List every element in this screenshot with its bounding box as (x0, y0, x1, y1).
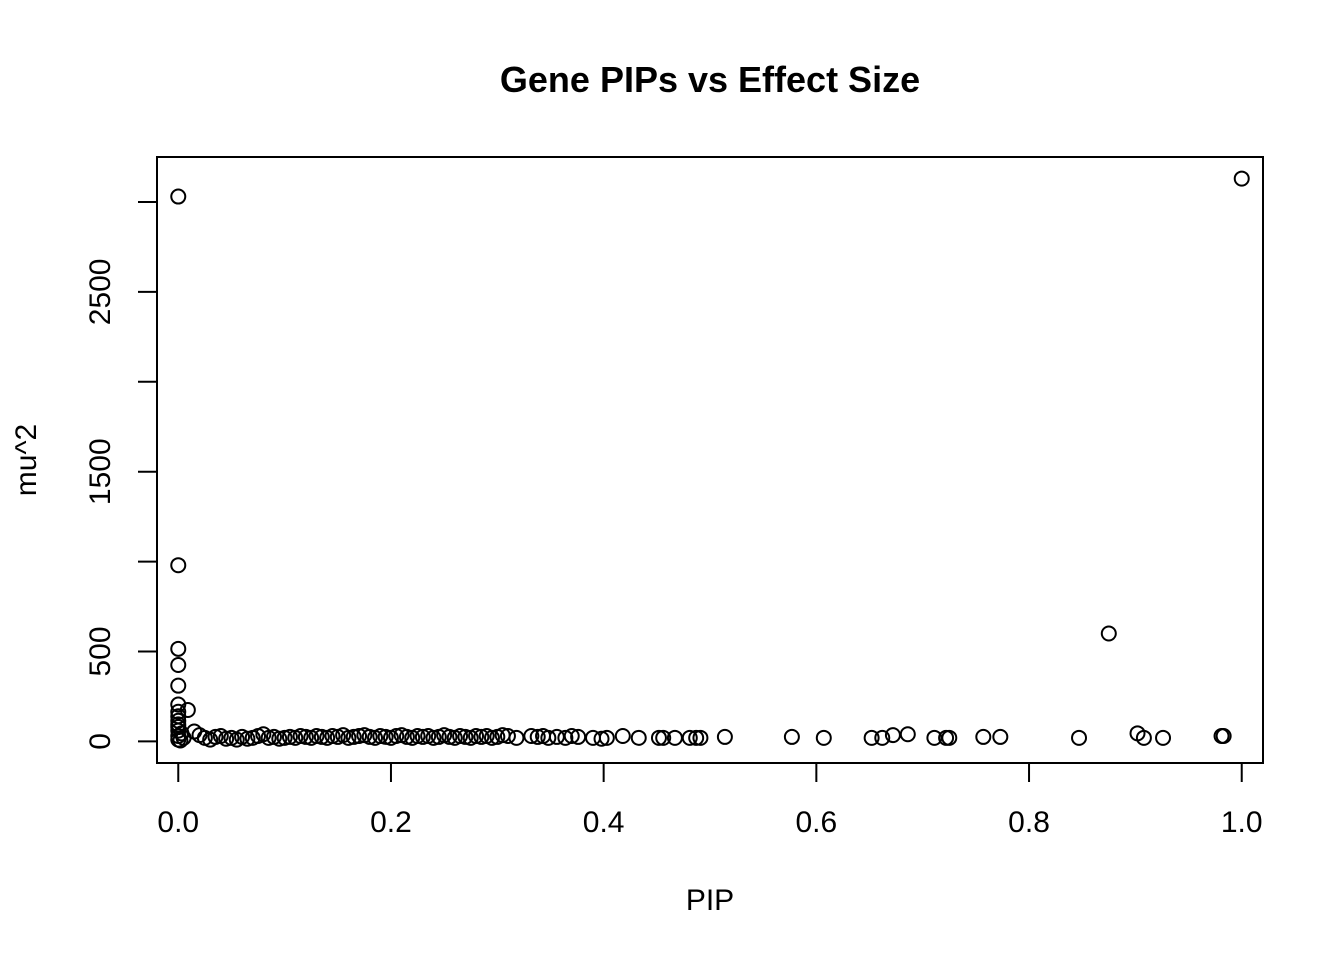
data-point (398, 728, 415, 745)
data-point (614, 728, 631, 745)
data-point (292, 728, 309, 745)
data-point (340, 729, 357, 746)
data-point (499, 728, 516, 745)
data-point (655, 729, 672, 746)
data-point (271, 730, 288, 747)
data-point (523, 728, 540, 745)
y-axis-label: mu^2 (10, 424, 43, 496)
data-point (170, 557, 187, 574)
data-point (598, 729, 615, 746)
y-tick-label: 0 (84, 733, 117, 750)
data-point (276, 729, 293, 746)
data-point (441, 728, 458, 745)
data-point (899, 726, 916, 743)
data-point (281, 728, 298, 745)
data-point (563, 728, 580, 745)
data-point (630, 729, 647, 746)
data-point (1135, 729, 1152, 746)
data-point (783, 728, 800, 745)
data-point (170, 677, 187, 694)
data-point (351, 728, 368, 745)
data-point (529, 728, 546, 745)
data-point (414, 728, 431, 745)
data-point (361, 728, 378, 745)
data-point (508, 729, 525, 746)
y-tick-label: 2500 (84, 258, 117, 325)
y-tick-label: 500 (84, 626, 117, 676)
x-tick-label: 0.6 (795, 806, 837, 839)
data-point (425, 729, 442, 746)
data-point (863, 729, 880, 746)
data-point (172, 732, 189, 749)
data-point (1100, 625, 1117, 642)
data-point (468, 728, 485, 745)
data-point (593, 730, 610, 747)
data-point (170, 188, 187, 205)
data-point (297, 728, 314, 745)
x-axis: 0.0 0.2 0.4 0.6 0.8 1.0 (157, 762, 1263, 839)
data-point (692, 729, 709, 746)
data-point (457, 728, 474, 745)
x-tick-label: 1.0 (1221, 806, 1263, 839)
data-point (483, 729, 500, 746)
data-point (409, 728, 426, 745)
x-tick-label: 0.4 (583, 806, 625, 839)
data-point (170, 696, 187, 713)
data-point (540, 729, 557, 746)
data-point (260, 729, 277, 746)
data-point (815, 729, 832, 746)
data-point (345, 728, 362, 745)
data-point (239, 730, 256, 747)
data-point (313, 728, 330, 745)
y-axis: 0 500 1500 2500 (84, 200, 158, 750)
y-tick-label: 1500 (84, 438, 117, 505)
data-point (992, 728, 1009, 745)
data-point (681, 729, 698, 746)
data-point (170, 640, 187, 657)
data-point (688, 729, 705, 746)
data-point (207, 728, 224, 745)
plot-frame (156, 156, 1264, 764)
x-axis-label: PIP (686, 884, 734, 917)
data-point (170, 703, 187, 720)
data-point (557, 729, 574, 746)
x-tick-label: 0.8 (1008, 806, 1050, 839)
data-points (170, 170, 1250, 749)
data-point (1233, 170, 1250, 187)
chart-title: Gene PIPs vs Effect Size (500, 59, 920, 100)
data-point (372, 728, 389, 745)
data-point (1155, 729, 1172, 746)
data-point (1071, 729, 1088, 746)
data-point (324, 728, 341, 745)
data-point (170, 656, 187, 673)
data-point (452, 728, 469, 745)
data-point (975, 728, 992, 745)
data-point (308, 728, 325, 745)
x-tick-label: 0.0 (157, 806, 199, 839)
data-point (650, 729, 667, 746)
data-point (473, 728, 490, 745)
data-point (218, 730, 235, 747)
data-point (388, 728, 405, 745)
x-tick-label: 0.2 (370, 806, 412, 839)
data-point (716, 728, 733, 745)
data-point (1215, 728, 1232, 745)
data-point (874, 729, 891, 746)
data-point (941, 729, 958, 746)
data-point (377, 728, 394, 745)
